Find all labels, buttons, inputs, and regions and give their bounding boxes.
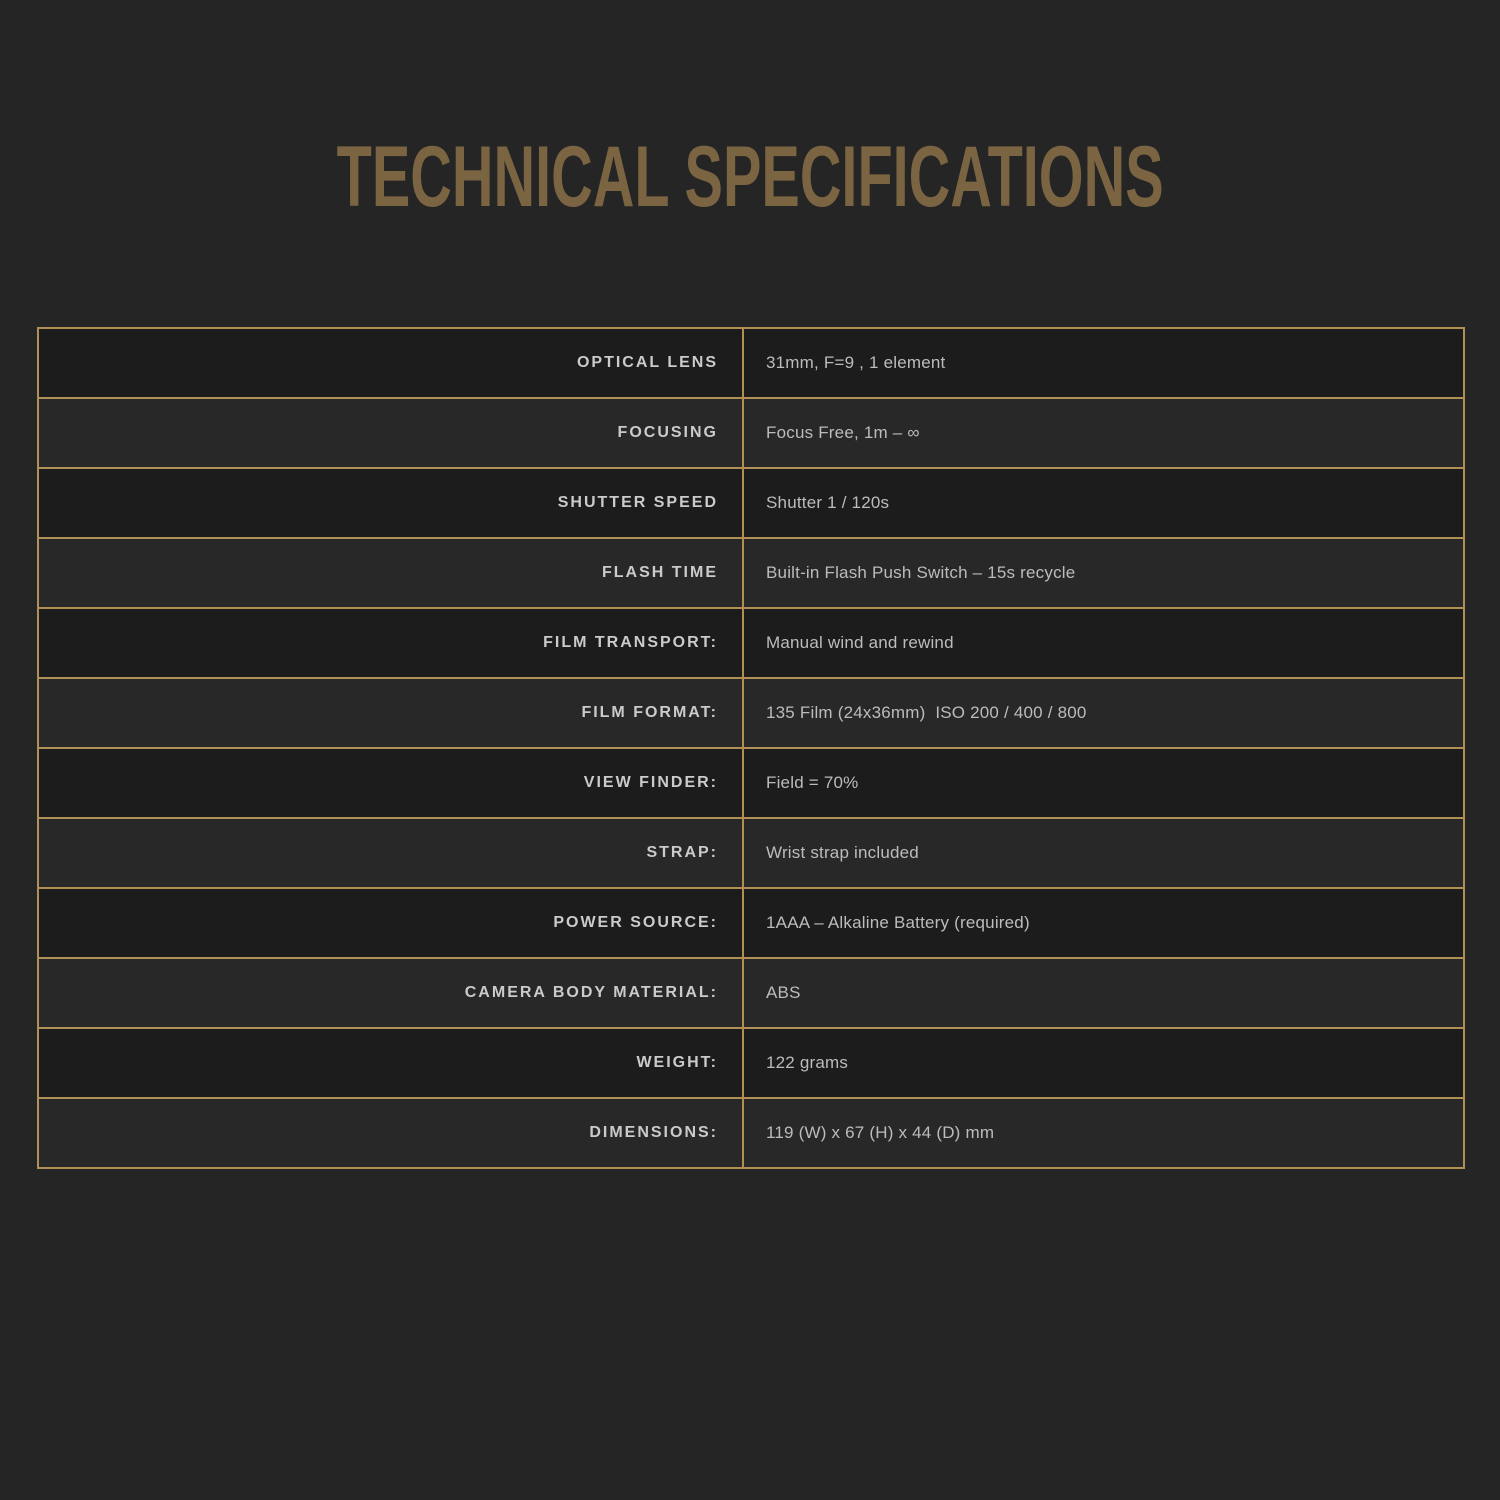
spec-value: 119 (W) x 67 (H) x 44 (D) mm <box>742 1097 1465 1169</box>
page-header: TECHNICAL SPECIFICATIONS <box>0 134 1500 220</box>
spec-value: Manual wind and rewind <box>742 607 1465 679</box>
table-row: WEIGHT: 122 grams <box>37 1027 1465 1099</box>
table-row: FLASH TIME Built-in Flash Push Switch – … <box>37 537 1465 609</box>
spec-label: WEIGHT: <box>37 1027 744 1099</box>
spec-label: FILM FORMAT: <box>37 677 744 749</box>
technical-specifications-table: OPTICAL LENS 31mm, F=9 , 1 element FOCUS… <box>37 327 1465 1169</box>
spec-label: POWER SOURCE: <box>37 887 744 959</box>
spec-label: FLASH TIME <box>37 537 744 609</box>
spec-value: Shutter 1 / 120s <box>742 467 1465 539</box>
table-row: FILM TRANSPORT: Manual wind and rewind <box>37 607 1465 679</box>
spec-value: Field = 70% <box>742 747 1465 819</box>
spec-label: DIMENSIONS: <box>37 1097 744 1169</box>
spec-label: VIEW FINDER: <box>37 747 744 819</box>
spec-value: Wrist strap included <box>742 817 1465 889</box>
table-row: SHUTTER SPEED Shutter 1 / 120s <box>37 467 1465 539</box>
table-row: VIEW FINDER: Field = 70% <box>37 747 1465 819</box>
spec-value: 31mm, F=9 , 1 element <box>742 327 1465 399</box>
spec-label: CAMERA BODY MATERIAL: <box>37 957 744 1029</box>
spec-label: STRAP: <box>37 817 744 889</box>
spec-value: 135 Film (24x36mm) ISO 200 / 400 / 800 <box>742 677 1465 749</box>
table-row: POWER SOURCE: 1AAA – Alkaline Battery (r… <box>37 887 1465 959</box>
spec-value: Focus Free, 1m – ∞ <box>742 397 1465 469</box>
spec-value: Built-in Flash Push Switch – 15s recycle <box>742 537 1465 609</box>
table-row: STRAP: Wrist strap included <box>37 817 1465 889</box>
spec-label: FOCUSING <box>37 397 744 469</box>
table-row: FOCUSING Focus Free, 1m – ∞ <box>37 397 1465 469</box>
table-row: CAMERA BODY MATERIAL: ABS <box>37 957 1465 1029</box>
spec-value: 1AAA – Alkaline Battery (required) <box>742 887 1465 959</box>
table-row: FILM FORMAT: 135 Film (24x36mm) ISO 200 … <box>37 677 1465 749</box>
spec-value: 122 grams <box>742 1027 1465 1099</box>
table-row: OPTICAL LENS 31mm, F=9 , 1 element <box>37 327 1465 399</box>
spec-value: ABS <box>742 957 1465 1029</box>
table-row: DIMENSIONS: 119 (W) x 67 (H) x 44 (D) mm <box>37 1097 1465 1169</box>
page-title: TECHNICAL SPECIFICATIONS <box>336 129 1164 225</box>
spec-label: SHUTTER SPEED <box>37 467 744 539</box>
spec-label: FILM TRANSPORT: <box>37 607 744 679</box>
spec-label: OPTICAL LENS <box>37 327 744 399</box>
